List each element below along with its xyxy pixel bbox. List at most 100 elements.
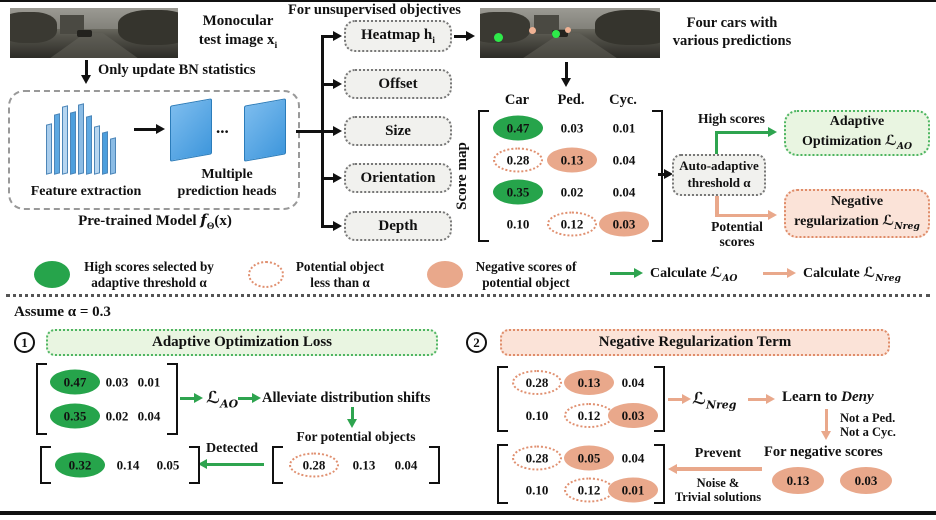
- deny-italic: Deny: [841, 389, 874, 405]
- score-cell: 0.28: [512, 370, 562, 395]
- cnn-layer: [78, 103, 84, 175]
- score-cell: 0.02: [105, 408, 129, 423]
- score-column-cyc: Cyc.: [609, 92, 637, 108]
- ao-box-line2: Optimization: [801, 133, 885, 149]
- score-cell: 0.04: [612, 152, 636, 167]
- arrowhead-detected-left: [198, 459, 207, 469]
- pretrained-label-text: Pre-trained Model: [78, 213, 201, 229]
- arrow-deny-down: [825, 409, 828, 433]
- bracket-left: [497, 444, 508, 504]
- score-map-headers: Car Ped. Cyc.: [490, 92, 648, 109]
- high-scores-matrix: 0.47 0.03 0.01 0.35 0.02 0.04: [36, 363, 178, 435]
- legend-calc-nreg-symbol: ℒ: [863, 265, 876, 281]
- legend-calc-nreg-text: Calculate: [803, 266, 864, 281]
- lao-script-l: ℒ: [206, 388, 221, 407]
- score-cell: 0.12: [547, 211, 597, 237]
- score-cell: 0.28: [289, 452, 339, 478]
- legend-calc-ao-symbol: ℒ: [710, 265, 723, 281]
- panel1-title-text: Adaptive Optimization Loss: [151, 334, 332, 350]
- arrowhead-branch-heatmap: [333, 31, 342, 41]
- panel2-number-text: 2: [473, 334, 480, 350]
- score-cell: 0.03: [560, 120, 584, 135]
- legend-calc-ao-sub: AO: [722, 272, 738, 284]
- salmon-elbow-horizontal: [715, 213, 770, 217]
- pretrained-f-symbol: f: [200, 211, 207, 229]
- legend-salmon-arrow: [763, 271, 789, 275]
- branch-arrow-orientation: [321, 177, 335, 180]
- legend-potential-text: Potential object less than α: [286, 259, 394, 291]
- four-cars-label-line1: Four cars with: [686, 15, 778, 31]
- negative-score-value: 0.03: [854, 472, 878, 488]
- photo-trees: [117, 10, 178, 45]
- score-cell: 0.47: [493, 115, 543, 141]
- lnreg-sub: Nreg: [706, 398, 737, 412]
- score-column-ped: Ped.: [557, 92, 585, 108]
- arrowhead-matrix-to-lnreg: [682, 394, 691, 404]
- cnn-layer: [46, 123, 52, 175]
- potential-scores-label: Potential scores: [702, 219, 772, 249]
- prevent-matrix: 0.28 0.05 0.04 0.10 0.12 0.01: [497, 444, 665, 504]
- cnn-layer: [62, 105, 68, 175]
- legend-negative-line1: Negative scores of: [475, 259, 577, 274]
- score-cell: 0.28: [493, 147, 543, 173]
- arrowhead-alleviate-down: [347, 419, 357, 428]
- score-cell: 0.01: [612, 120, 636, 135]
- branch-arrow-offset: [321, 83, 335, 86]
- prediction-heads-label-line2: prediction heads: [177, 184, 277, 199]
- cnn-layer: [70, 111, 76, 175]
- bracket-right: [429, 446, 440, 484]
- legend-potential-line1: Potential object: [295, 259, 385, 274]
- score-cell: 0.32: [55, 452, 105, 478]
- high-scores-label: High scores: [698, 111, 765, 126]
- arrowhead-heatmap-to-image: [466, 31, 475, 41]
- score-cell: 0.04: [621, 374, 645, 390]
- bracket-left: [497, 366, 508, 432]
- legend-salmon-arrowhead: [787, 268, 796, 278]
- potential-scores-line2: scores: [719, 234, 755, 249]
- negative-regularization-box: Negative regularization ℒNreg: [784, 189, 930, 238]
- alleviate-label: Alleviate distribution shifts: [262, 390, 431, 406]
- photo-building: [60, 15, 84, 34]
- bracket-right: [654, 366, 665, 432]
- head-box-heatmap: Heatmap hi: [344, 20, 452, 52]
- ao-loss-sub: AO: [896, 140, 913, 152]
- score-cell: 0.05: [564, 445, 614, 471]
- panel2-title-text: Negative Regularization Term: [598, 334, 792, 350]
- score-column-car: Car: [504, 92, 530, 108]
- lnreg-symbol: ℒNreg: [692, 389, 736, 411]
- head-box-orientation-label: Orientation: [360, 169, 436, 186]
- head-box-offset: Offset: [344, 69, 452, 99]
- pretrained-theta-sub: Θ: [206, 221, 215, 232]
- prediction-heads-label-line1: Multiple: [201, 167, 253, 182]
- arrowhead-scoremap-to-threshold: [664, 169, 673, 179]
- detected-label: Detected: [206, 441, 259, 456]
- arrowhead-high-scores: [768, 127, 777, 137]
- panel1-title: Adaptive Optimization Loss: [46, 329, 438, 356]
- feature-extraction-label: Feature extraction: [30, 184, 142, 199]
- adaptive-optimization-box: Adaptive Optimization ℒAO: [784, 110, 930, 156]
- top-rule: [0, 0, 936, 2]
- photo-building: [534, 15, 560, 34]
- score-cell: 0.05: [156, 457, 180, 472]
- score-cell: 0.12: [564, 403, 614, 428]
- head-box-size-label: Size: [385, 122, 411, 139]
- score-map-matrix: 0.47 0.03 0.01 0.28 0.13 0.04 0.35 0.02 …: [478, 110, 663, 242]
- arrow-detected-left: [206, 463, 264, 466]
- score-cell: 0.47: [50, 369, 100, 395]
- score-cell: 0.28: [512, 445, 562, 471]
- score-cell: 0.04: [394, 457, 418, 472]
- score-cell: 0.10: [525, 482, 549, 497]
- branch-arrow-heatmap: [321, 35, 335, 38]
- lao-symbol: ℒAO: [206, 388, 238, 410]
- input-image-label-line1: Monocular: [202, 13, 274, 29]
- legend-calc-nreg: Calculate ℒNreg: [803, 265, 901, 284]
- cnn-layer: [94, 125, 100, 175]
- score-cell: 0.10: [506, 216, 530, 231]
- input-image-label-sub: i: [274, 40, 278, 51]
- score-cell: 0.02: [560, 184, 584, 199]
- legend-high-scores-text: High scores selected by adaptive thresho…: [74, 259, 224, 291]
- arrow-scoremap-to-threshold: [658, 173, 666, 176]
- bracket-right: [652, 110, 663, 242]
- four-cars-label-line2: various predictions: [672, 33, 792, 49]
- cnn-layer: [54, 113, 60, 175]
